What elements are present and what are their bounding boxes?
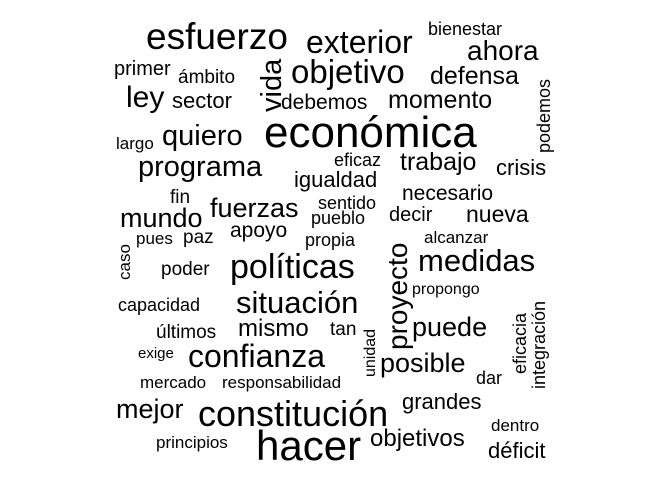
word-alcanzar: alcanzar (424, 228, 489, 247)
word-posible: posible (380, 348, 466, 378)
word-caso: caso (115, 244, 134, 280)
word-ultimos: últimos (156, 322, 217, 343)
word-trabajo: trabajo (400, 148, 477, 176)
word-poder: poder (161, 259, 210, 280)
word-dentro: dentro (491, 416, 540, 435)
word-esfuerzo: esfuerzo (146, 16, 288, 57)
word-mundo: mundo (120, 203, 203, 233)
word-fin: fin (170, 187, 191, 208)
word-politicas: políticas (230, 248, 355, 286)
word-capacidad: capacidad (118, 295, 201, 315)
word-responsabilidad: responsabilidad (222, 373, 342, 392)
word-integracion: integración (529, 300, 549, 389)
word-hacer: hacer (256, 422, 362, 469)
word-pueblo: pueblo (311, 208, 366, 228)
word-bienestar: bienestar (428, 19, 503, 39)
word-exterior: exterior (306, 24, 413, 60)
word-quiero: quiero (162, 120, 243, 152)
word-nueva: nueva (466, 201, 529, 227)
word-primer: primer (114, 58, 171, 80)
word-crisis: crisis (496, 155, 547, 180)
word-mejor: mejor (116, 394, 184, 424)
word-defensa: defensa (430, 62, 519, 90)
word-proyecto: proyecto (382, 242, 413, 350)
word-decir: decir (389, 204, 433, 226)
word-igualdad: igualdad (294, 167, 378, 192)
word-eficaz: eficaz (334, 150, 382, 170)
word-puede: puede (412, 312, 488, 342)
word-objetivos: objetivos (370, 425, 465, 452)
word-sector: sector (172, 88, 232, 113)
word-ambito: ámbito (178, 67, 236, 88)
word-propia: propia (305, 230, 356, 250)
word-economica: económica (264, 108, 477, 157)
word-propongo: propongo (412, 281, 480, 298)
word-necesario: necesario (402, 182, 494, 205)
word-debemos: debemos (281, 91, 368, 114)
word-programa: programa (138, 151, 263, 183)
word-principios: principios (156, 433, 228, 452)
word-apoyo: apoyo (230, 219, 288, 242)
word-grandes: grandes (402, 389, 482, 414)
word-sentido: sentido (318, 193, 377, 213)
word-ahora: ahora (467, 35, 539, 66)
word-momento: momento (388, 86, 493, 114)
word-situacion: situación (236, 285, 359, 320)
word-eficacia: eficacia (510, 312, 530, 374)
word-unidad: unidad (362, 328, 379, 377)
word-dar: dar (476, 368, 503, 388)
word-podemos: podemos (534, 78, 554, 153)
word-ley: ley (126, 81, 165, 114)
word-exige: exige (138, 345, 174, 362)
word-paz: paz (183, 227, 214, 248)
word-fuerzas: fuerzas (210, 193, 299, 223)
word-objetivo: objetivo (291, 53, 405, 90)
word-deficit: déficit (488, 438, 546, 463)
word-tan: tan (330, 319, 357, 340)
word-constitucion: constitución (198, 393, 389, 434)
word-medidas: medidas (418, 243, 536, 278)
word-largo: largo (116, 134, 154, 153)
word-confianza: confianza (188, 338, 325, 374)
word-mismo: mismo (238, 315, 309, 342)
word-mercado: mercado (140, 373, 207, 392)
word-pues: pues (136, 229, 173, 248)
